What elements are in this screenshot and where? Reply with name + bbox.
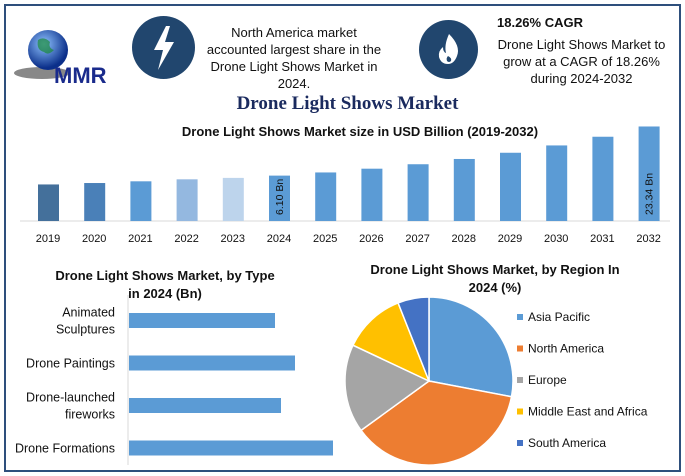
mmr-logo: MMR <box>12 28 124 88</box>
slice-middle-east-and-africa <box>351 301 431 383</box>
bar-2028 <box>453 158 475 221</box>
bar-2023 <box>222 177 244 221</box>
legend-label: Europe <box>528 373 567 387</box>
main-title: Drone Light Shows Market <box>236 93 459 114</box>
svg-text:MMR: MMR <box>54 63 107 88</box>
slice-asia-pacific <box>428 296 514 398</box>
legend-swatch <box>517 440 523 446</box>
x-tick-label: 2025 <box>313 233 337 245</box>
legend-swatch <box>517 314 523 320</box>
x-tick-label: 2026 <box>359 233 383 245</box>
x-tick-label: 2022 <box>174 233 198 245</box>
legend-swatch <box>517 345 523 352</box>
bar-2029 <box>500 152 521 221</box>
x-tick-label: 2021 <box>128 233 152 245</box>
slice-south-america <box>397 296 430 382</box>
cagr-heading: 18.26% CAGR <box>497 15 583 30</box>
bar-2020 <box>84 183 106 221</box>
info-left-text: North America market accounted largest s… <box>206 25 382 91</box>
x-tick-label: 2029 <box>498 233 522 245</box>
legend-swatch <box>517 377 523 383</box>
bar-2024 <box>269 175 290 221</box>
data-label-2024: 6.10 Bn <box>274 179 286 215</box>
lightning-bolt-icon <box>154 26 174 70</box>
category-label: Drone Paintings <box>26 357 115 371</box>
legend-label: South America <box>528 436 606 450</box>
bar-Drone Formations <box>129 440 333 456</box>
info-right-text: Drone Light Shows Market to grow at a CA… <box>497 37 666 86</box>
type-bar-chart: Animated Sculptures Drone Paintings Drone-l… <box>15 295 333 465</box>
bar-2021 <box>130 181 152 221</box>
category-label: Drone-launched <box>26 391 115 405</box>
bar-Drone Paintings <box>129 355 295 371</box>
flame-icon <box>438 34 458 64</box>
bar-2027 <box>407 164 429 221</box>
x-tick-label: 2027 <box>405 233 429 245</box>
lightning-info-circle <box>132 16 195 79</box>
x-tick-label: 2024 <box>267 233 291 245</box>
x-tick-label: 2019 <box>36 233 60 245</box>
bar-2026 <box>361 168 383 221</box>
legend-label: North America <box>528 342 604 356</box>
bar-2032 <box>638 126 660 221</box>
x-tick-label: 2031 <box>590 233 614 245</box>
bar-2030 <box>546 145 568 221</box>
type-chart-title: Drone Light Shows Market, by Type in 202… <box>55 268 275 301</box>
bar-2019 <box>38 184 59 221</box>
x-tick-label: 2020 <box>82 233 106 245</box>
legend-label: Middle East and Africa <box>528 405 648 419</box>
category-label: fireworks <box>65 408 115 422</box>
slice-north-america <box>359 380 513 466</box>
frame <box>4 4 681 472</box>
bar-Drone-launched fireworks <box>129 398 281 413</box>
x-tick-label: 2032 <box>636 233 660 245</box>
x-tick-label: 2028 <box>452 233 476 245</box>
bar-2031 <box>592 136 614 221</box>
flame-info-circle <box>419 20 478 79</box>
globe-icon: MMR <box>14 30 107 88</box>
bar-2022 <box>176 179 198 221</box>
legend-label: Asia Pacific <box>528 310 590 324</box>
region-chart-title: Drone Light Shows Market, by Region In 2… <box>370 262 620 295</box>
bar-Animated Sculptures <box>129 313 275 328</box>
region-pie-chart: Asia Pacific North America Europe Middle Ea… <box>344 296 648 466</box>
category-label: Sculptures <box>56 323 115 337</box>
bar-2025 <box>315 172 337 221</box>
category-label: Drone Formations <box>15 442 115 456</box>
category-label: Animated <box>62 306 115 320</box>
bar-chart-title: Drone Light Shows Market size in USD Bil… <box>181 124 539 139</box>
x-tick-label: 2030 <box>544 233 568 245</box>
slice-europe <box>344 344 431 432</box>
legend-swatch <box>517 408 523 415</box>
x-tick-label: 2023 <box>221 233 245 245</box>
yearly-bar-chart: 2019 2020 2021 2022 2023 2024 6.10 Bn 2025 2026 2… <box>20 126 670 245</box>
data-label-2032: 23.34 Bn <box>644 173 656 215</box>
